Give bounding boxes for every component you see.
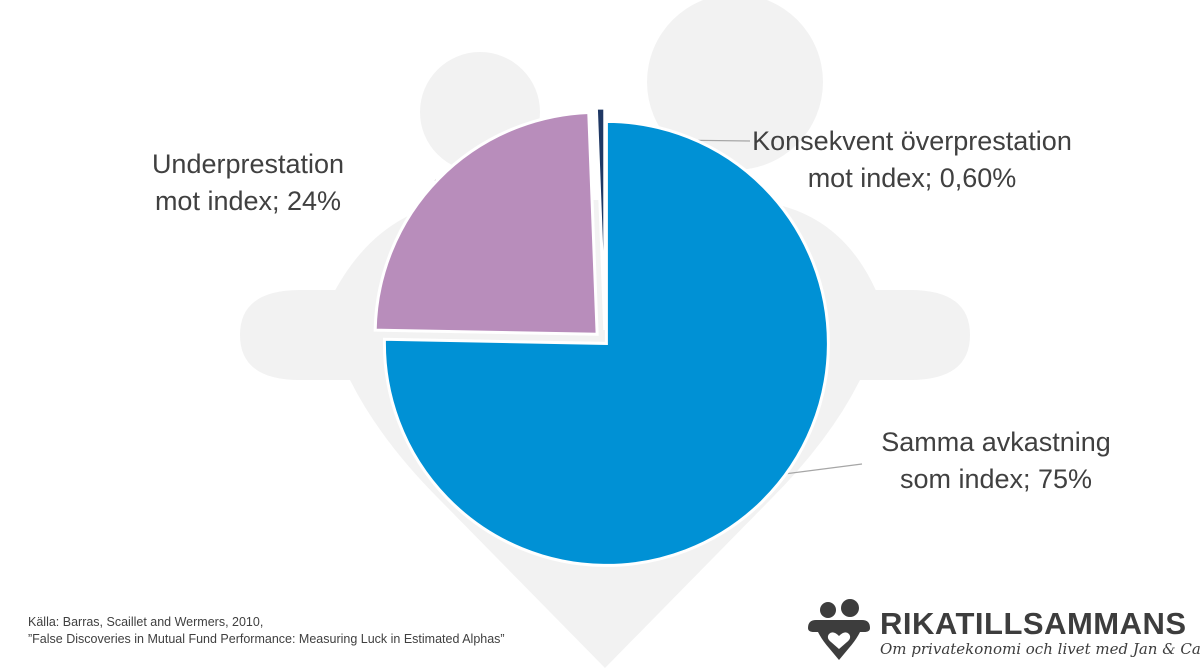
slice-label-samma: Samma avkastning som index; 75% [881, 427, 1111, 494]
slice-samma-avkastning [382, 119, 830, 567]
source-line-2: ”False Discoveries in Mutual Fund Perfor… [28, 632, 505, 646]
slice-label-over: Konsekvent överprestation mot index; 0,6… [752, 126, 1072, 193]
source-citation: Källa: Barras, Scaillet and Wermers, 201… [28, 614, 505, 648]
pie-slices [373, 106, 830, 567]
brand-logo: RIKATILLSAMMANS Om privatekonomi och liv… [800, 598, 1200, 664]
slice-overprestation [594, 106, 607, 331]
source-line-1: Källa: Barras, Scaillet and Wermers, 201… [28, 615, 264, 629]
slice-underprestation [373, 110, 599, 336]
couple-heart-icon [808, 599, 870, 660]
brand-tagline: Om privatekonomi och livet med Jan & Car… [880, 640, 1200, 658]
bg-head-right [647, 0, 823, 170]
brand-name: RIKATILLSAMMANS [880, 606, 1187, 641]
slice-label-under: Underprestation mot index; 24% [151, 149, 345, 216]
